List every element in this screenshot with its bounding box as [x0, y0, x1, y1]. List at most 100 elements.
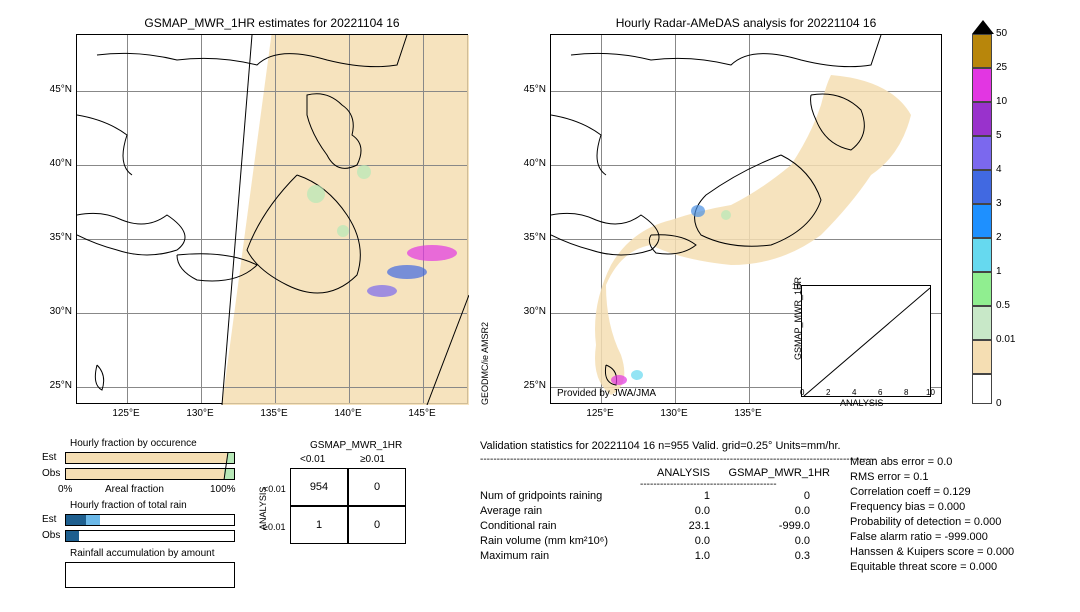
stat-name: Rain volume (mm km²10⁶) — [480, 535, 640, 547]
ct-cell: 1 — [290, 506, 348, 544]
scores-section: Mean abs error = 0.0 RMS error = 0.1 Corre… — [850, 456, 1014, 576]
ct-col2: ≥0.01 — [360, 454, 385, 465]
cb-label: 0.01 — [996, 334, 1015, 345]
colorbar — [972, 34, 992, 404]
cb-seg — [972, 340, 992, 374]
rain-blob — [337, 225, 349, 237]
stat-gsmap: 0.3 — [710, 550, 810, 562]
map-right: Provided by JWA/JMA — [550, 34, 942, 404]
xtick: 135°E — [254, 408, 294, 419]
inset-ymax: 10 — [792, 282, 801, 291]
stats-row: Num of gridpoints raining 1 0 — [480, 490, 876, 502]
ct-cell: 0 — [348, 506, 406, 544]
inset-xtick: 0 — [800, 388, 804, 397]
cb-seg — [972, 68, 992, 102]
cb-label: 3 — [996, 198, 1002, 209]
stat-name: Conditional rain — [480, 520, 640, 532]
score-row: Equitable threat score = 0.000 — [850, 561, 1014, 573]
est-label: Est — [42, 452, 56, 463]
rain-blob — [307, 185, 325, 203]
stat-gsmap: -999.0 — [710, 520, 810, 532]
rain-blob — [387, 265, 427, 279]
stat-gsmap: 0.0 — [710, 535, 810, 547]
cb-label: 0 — [996, 398, 1002, 409]
accum-bar — [65, 562, 235, 588]
score-row: Mean abs error = 0.0 — [850, 456, 1014, 468]
stats-row: Rain volume (mm km²10⁶) 0.0 0.0 — [480, 535, 876, 547]
stat-analysis: 1 — [640, 490, 710, 502]
rain-blob — [611, 375, 627, 385]
cb-seg — [972, 102, 992, 136]
xtick: 125°E — [580, 408, 620, 419]
cb-seg — [972, 136, 992, 170]
cb-label: 2 — [996, 232, 1002, 243]
inset-xlabel: ANALYSIS — [840, 398, 883, 408]
rain-blob — [631, 370, 643, 380]
stat-analysis: 0.0 — [640, 505, 710, 517]
obs-rain-bar — [65, 530, 235, 542]
stat-analysis: 23.1 — [640, 520, 710, 532]
xtick: 145°E — [402, 408, 442, 419]
cb-seg — [972, 272, 992, 306]
cb-seg — [972, 170, 992, 204]
cb-seg — [972, 238, 992, 272]
stat-gsmap: 0 — [710, 490, 810, 502]
inset-xtick: 6 — [878, 388, 882, 397]
stat-analysis: 1.0 — [640, 550, 710, 562]
ytick: 35°N — [516, 232, 546, 243]
score-row: RMS error = 0.1 — [850, 471, 1014, 483]
ct-cell: 954 — [290, 468, 348, 506]
bar-dark — [66, 531, 79, 541]
ytick: 25°N — [516, 380, 546, 391]
cb-label: 0.5 — [996, 300, 1010, 311]
ct-row1: <0.01 — [263, 484, 286, 494]
validation-title: Validation statistics for 20221104 16 n=… — [480, 440, 876, 452]
ytick: 45°N — [516, 84, 546, 95]
score-row: Probability of detection = 0.000 — [850, 516, 1014, 528]
diag-line — [65, 452, 235, 480]
coastline-svg — [77, 35, 469, 405]
ytick: 25°N — [42, 380, 72, 391]
rain-blob — [367, 285, 397, 297]
cb-label: 1 — [996, 266, 1002, 277]
map-left-title: GSMAP_MWR_1HR estimates for 20221104 16 — [76, 16, 468, 30]
score-row: Correlation coeff = 0.129 — [850, 486, 1014, 498]
bar-light — [86, 515, 99, 525]
stats-row: Maximum rain 1.0 0.3 — [480, 550, 876, 562]
areal-label: Areal fraction — [105, 484, 164, 495]
obs-label: Obs — [42, 468, 60, 479]
col-analysis: ANALYSIS — [640, 467, 710, 479]
rain-blob — [721, 210, 731, 220]
rain-blob — [691, 205, 705, 217]
cb-seg — [972, 34, 992, 68]
dash-line: ----------------------------------------… — [480, 454, 876, 465]
ytick: 30°N — [516, 306, 546, 317]
pct0: 0% — [58, 484, 72, 495]
pct100: 100% — [210, 484, 236, 495]
stat-name: Num of gridpoints raining — [480, 490, 640, 502]
inset-xtick: 2 — [826, 388, 830, 397]
ytick: 35°N — [42, 232, 72, 243]
occurrence-title: Hourly fraction by occurence — [70, 438, 197, 449]
xtick: 130°E — [654, 408, 694, 419]
stats-row: Average rain 0.0 0.0 — [480, 505, 876, 517]
cb-label: 10 — [996, 96, 1007, 107]
xtick: 140°E — [328, 408, 368, 419]
rain-blob — [407, 245, 457, 261]
stat-gsmap: 0.0 — [710, 505, 810, 517]
map-left — [76, 34, 468, 404]
score-row: Hanssen & Kuipers score = 0.000 — [850, 546, 1014, 558]
est-label2: Est — [42, 514, 56, 525]
stat-analysis: 0.0 — [640, 535, 710, 547]
score-row: Frequency bias = 0.000 — [850, 501, 1014, 513]
ct-row2: ≥0.01 — [263, 522, 285, 532]
inset-xtick: 8 — [904, 388, 908, 397]
stat-name: Maximum rain — [480, 550, 640, 562]
ytick: 40°N — [42, 158, 72, 169]
provided-label: Provided by JWA/JMA — [557, 388, 656, 399]
inset-xtick: 10 — [926, 388, 935, 397]
left-credit: GEODMC/ie AMSR2 — [480, 322, 490, 405]
obs-label2: Obs — [42, 530, 60, 541]
ct-col1: <0.01 — [300, 454, 325, 465]
rain-title: Hourly fraction of total rain — [70, 500, 187, 511]
